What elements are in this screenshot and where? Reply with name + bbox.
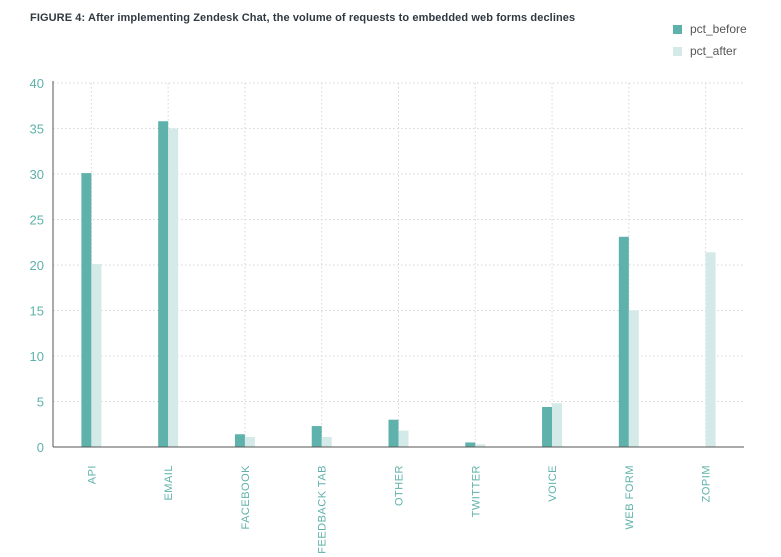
legend-label-before: pct_before xyxy=(690,22,747,36)
x-tick-label: WEB FORM xyxy=(624,465,636,530)
y-tick-label: 5 xyxy=(37,395,44,410)
y-tick-label: 25 xyxy=(30,213,44,228)
bar-pct_after-api xyxy=(91,264,102,447)
y-tick-label: 20 xyxy=(30,258,44,273)
bar-pct_after-twitter xyxy=(475,444,486,447)
y-tick-label: 0 xyxy=(37,440,44,455)
bar-pct_after-email xyxy=(168,128,179,447)
bar-pct_before-other xyxy=(388,419,399,447)
bar-pct_before-feedback-tab xyxy=(311,426,322,447)
bar-pct_after-feedback-tab xyxy=(321,436,332,447)
bar-pct_before-web-form xyxy=(618,236,629,447)
bar-pct_before-api xyxy=(81,173,92,447)
y-tick-label: 15 xyxy=(30,304,44,319)
legend-swatch-after xyxy=(673,46,682,56)
y-tick-label: 30 xyxy=(30,167,44,182)
y-tick-label: 35 xyxy=(30,122,44,137)
bar-pct_before-facebook xyxy=(234,434,245,447)
legend: pct_before pct_after xyxy=(673,18,747,62)
x-tick-label: API xyxy=(86,465,98,484)
legend-label-after: pct_after xyxy=(690,44,737,58)
legend-item-after: pct_after xyxy=(673,40,747,62)
x-tick-label: TWITTER xyxy=(470,465,482,517)
legend-item-before: pct_before xyxy=(673,18,747,40)
x-tick-label: FACEBOOK xyxy=(240,465,252,530)
bar-pct_after-voice xyxy=(552,403,563,447)
legend-swatch-before xyxy=(673,24,682,34)
bar-pct_before-voice xyxy=(542,406,553,447)
bar-pct_before-twitter xyxy=(465,442,476,447)
bar-pct_after-web-form xyxy=(628,310,639,447)
x-tick-label: ZOPIM xyxy=(701,465,713,502)
y-tick-label: 40 xyxy=(30,76,44,91)
bar-pct_after-other xyxy=(398,430,409,447)
x-tick-label: FEEDBACK TAB xyxy=(317,465,329,554)
x-tick-label: EMAIL xyxy=(163,465,175,501)
x-tick-label: OTHER xyxy=(394,465,406,506)
chart-title: FIGURE 4: After implementing Zendesk Cha… xyxy=(30,12,576,24)
y-tick-label: 10 xyxy=(30,349,44,364)
x-tick-label: VOICE xyxy=(547,465,559,502)
bar-pct_before-email xyxy=(158,121,169,447)
bar-pct_after-zopim xyxy=(705,252,716,447)
bar-pct_after-facebook xyxy=(244,436,255,447)
